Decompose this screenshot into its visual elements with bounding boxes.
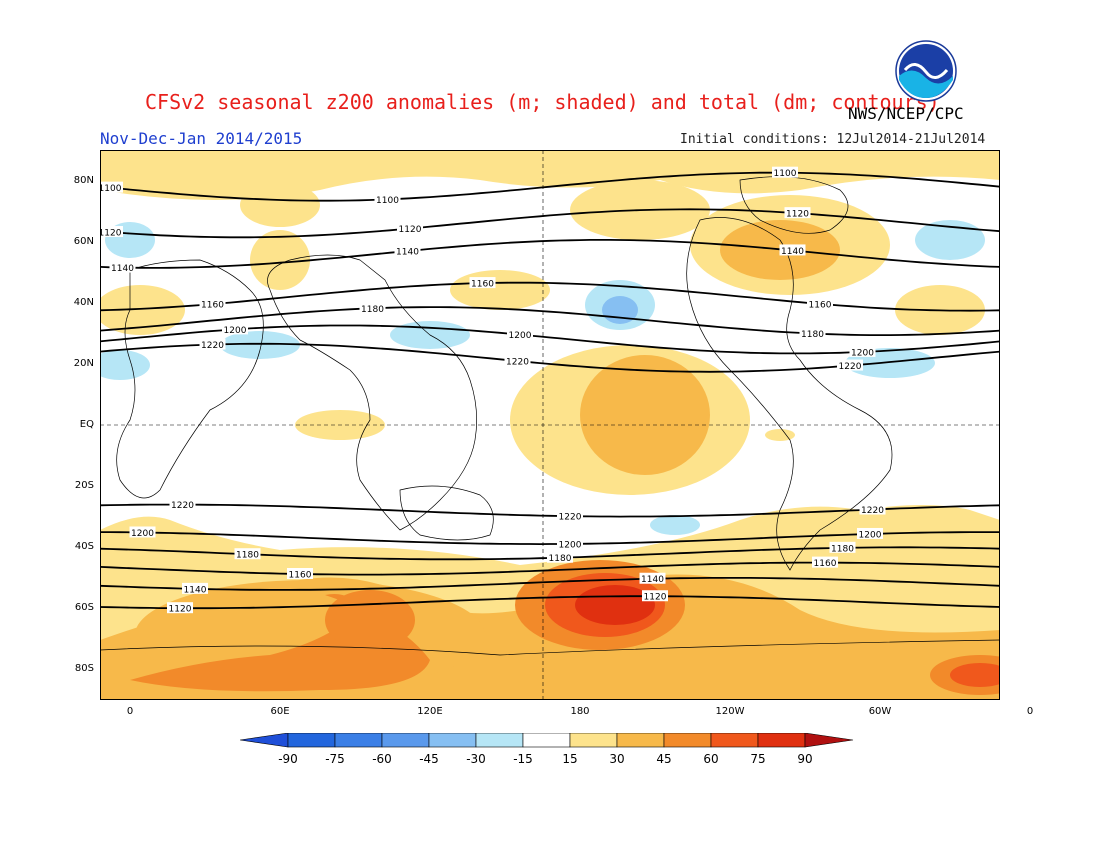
contour-label: 1200 xyxy=(859,530,882,540)
colorbar-tick-label: -15 xyxy=(513,752,533,766)
latitude-label: 20S xyxy=(74,480,94,492)
longitude-label: 60W xyxy=(868,706,892,717)
contour-label: 1200 xyxy=(509,331,532,341)
contour-lines: 1100 1100 1100 1120 1120 1120 1140 1140 1140 1160… xyxy=(100,166,1000,615)
colorbar-tick-label: -90 xyxy=(278,752,298,766)
contour-label: 1120 xyxy=(644,593,667,603)
noaa-logo-icon xyxy=(895,40,957,102)
longitude-label: 0 xyxy=(1026,706,1034,717)
longitude-label: 120W xyxy=(715,706,745,717)
contour-line xyxy=(100,503,1000,518)
colorbar-tick-label: 45 xyxy=(656,752,671,766)
colorbar-tick-label: 15 xyxy=(562,752,577,766)
contour-label: 1120 xyxy=(786,210,809,220)
initial-conditions: Initial conditions: 12Jul2014-21Jul2014 xyxy=(680,132,986,147)
colorbar-segment xyxy=(381,733,430,748)
contour-label: 1180 xyxy=(831,544,854,554)
contour-line xyxy=(100,208,1000,239)
colorbar-segment xyxy=(569,733,618,748)
longitude-label: 180 xyxy=(570,706,590,717)
contour-label: 1200 xyxy=(131,529,154,539)
colorbar-segment xyxy=(757,733,806,748)
longitude-label: 0 xyxy=(126,706,134,717)
latitude-label: 20N xyxy=(73,357,94,369)
colorbar-tick-label: 60 xyxy=(703,752,718,766)
colorbar-tick-label: 30 xyxy=(609,752,624,766)
contour-label: 1160 xyxy=(201,301,224,311)
colorbar-segment xyxy=(616,733,665,748)
contour-label: 1220 xyxy=(506,357,529,367)
colorbar-segment xyxy=(287,733,336,748)
contour-label: 1100 xyxy=(376,196,399,206)
contour-label: 1220 xyxy=(201,341,224,351)
contour-label: 1200 xyxy=(851,348,874,358)
contour-label: 1120 xyxy=(399,225,422,235)
contour-line xyxy=(100,531,1000,546)
contour-label: 1100 xyxy=(100,184,122,194)
contour-label: 1220 xyxy=(171,501,194,511)
contour-label: 1140 xyxy=(111,264,134,274)
contour-label: 1120 xyxy=(100,229,122,239)
colorbar-segment xyxy=(522,733,571,748)
contour-label: 1220 xyxy=(839,362,862,372)
latitude-label: EQ xyxy=(79,419,94,430)
latitude-label: 60S xyxy=(74,602,94,614)
contour-label: 1180 xyxy=(549,554,572,564)
colorbar-tick-label: -75 xyxy=(325,752,345,766)
colorbar-tick-label: -30 xyxy=(466,752,486,766)
contour-line xyxy=(100,239,1000,269)
anomaly-map: 1100 1100 1100 1120 1120 1120 1140 1140 1140 1160… xyxy=(100,150,1000,700)
colorbar-segment xyxy=(475,733,524,748)
colorbar-tick-label: -60 xyxy=(372,752,392,766)
latitude-label: 40S xyxy=(74,541,94,553)
contour-label: 1160 xyxy=(289,570,312,580)
contour-label: 1200 xyxy=(559,540,582,550)
contour-label: 1140 xyxy=(396,248,419,258)
contour-label: 1140 xyxy=(641,575,664,585)
contour-label: 1160 xyxy=(471,280,494,290)
colorbar-tick-label: -45 xyxy=(419,752,439,766)
forecast-period: Nov-Dec-Jan 2014/2015 xyxy=(100,129,303,148)
contour-line xyxy=(100,171,1000,202)
contour-line xyxy=(100,281,1000,312)
latitude-label: 40N xyxy=(73,296,94,308)
contour-line xyxy=(100,595,1000,610)
contour-line xyxy=(100,561,1000,576)
anomaly-shading xyxy=(100,150,1000,700)
contour-label: 1120 xyxy=(169,605,192,615)
latitude-label: 60N xyxy=(73,235,94,247)
contour-line xyxy=(100,306,1000,336)
colorbar-segment xyxy=(334,733,383,748)
contour-label: 1220 xyxy=(861,506,884,516)
colorbar-high-arrow xyxy=(804,733,854,748)
contour-label: 1220 xyxy=(559,513,582,523)
colorbar-tick-label: 90 xyxy=(797,752,812,766)
contour-label: 1180 xyxy=(361,305,384,315)
contour-line xyxy=(100,577,1000,591)
longitude-label: 120E xyxy=(417,706,443,717)
colorbar-segment xyxy=(428,733,477,748)
coastlines xyxy=(100,176,1000,656)
colorbar-tick-label: 75 xyxy=(750,752,765,766)
contour-label: 1160 xyxy=(814,559,837,569)
colorbar-segment xyxy=(710,733,759,748)
longitude-label: 60E xyxy=(270,706,290,717)
colorbar-segment xyxy=(663,733,712,748)
contour-label: 1160 xyxy=(809,300,832,310)
chart-title: CFSv2 seasonal z200 anomalies (m; shaded… xyxy=(145,90,940,114)
agency-label: NWS/NCEP/CPC xyxy=(848,104,964,123)
latitude-label: 80S xyxy=(74,663,94,675)
contour-label: 1180 xyxy=(801,330,824,340)
colorbar: -90 -75 -60 -45 -30 -15 15 30 45 60 75 90 xyxy=(240,733,854,766)
contour-label: 1180 xyxy=(236,551,259,561)
colorbar-low-arrow xyxy=(240,733,289,748)
latitude-label: 80N xyxy=(73,174,94,186)
contour-label: 1100 xyxy=(774,169,797,179)
contour-label: 1140 xyxy=(184,585,207,595)
contour-label: 1140 xyxy=(781,247,804,257)
contour-label: 1200 xyxy=(224,326,247,336)
